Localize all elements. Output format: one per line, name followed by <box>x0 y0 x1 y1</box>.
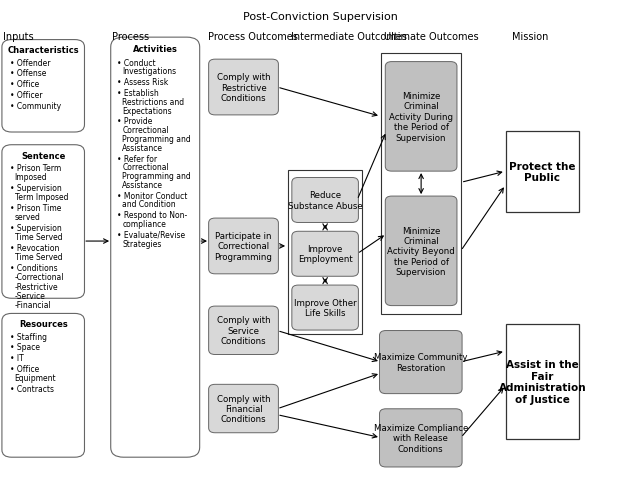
Text: Expectations: Expectations <box>122 106 172 115</box>
Text: -Restrictive: -Restrictive <box>15 282 58 291</box>
Text: • IT: • IT <box>10 353 23 362</box>
FancyBboxPatch shape <box>2 145 84 299</box>
Bar <box>288 171 362 334</box>
Text: Equipment: Equipment <box>15 373 56 382</box>
FancyBboxPatch shape <box>111 38 200 457</box>
Text: • Revocation: • Revocation <box>10 244 59 252</box>
Text: Improve Other
Life Skills: Improve Other Life Skills <box>294 298 356 318</box>
Text: -Financial: -Financial <box>15 301 51 309</box>
Text: Strategies: Strategies <box>122 239 162 248</box>
Text: Activities: Activities <box>132 45 178 54</box>
Text: -Correctional: -Correctional <box>15 273 64 282</box>
Text: Programming and: Programming and <box>122 172 191 181</box>
FancyBboxPatch shape <box>2 314 84 457</box>
Text: Investigations: Investigations <box>122 67 177 76</box>
Text: Comply with
Restrictive
Conditions: Comply with Restrictive Conditions <box>217 73 270 102</box>
Text: • Assess Risk: • Assess Risk <box>117 78 168 87</box>
Text: • Prison Term: • Prison Term <box>10 163 61 172</box>
Text: • Refer for: • Refer for <box>117 154 157 163</box>
Text: Process Outcomes: Process Outcomes <box>208 32 298 41</box>
Text: • Provide: • Provide <box>117 117 152 126</box>
Text: Correctional: Correctional <box>122 163 169 172</box>
Text: Reduce
Substance Abuse: Reduce Substance Abuse <box>288 191 362 210</box>
FancyBboxPatch shape <box>209 385 278 433</box>
FancyBboxPatch shape <box>209 306 278 355</box>
Text: served: served <box>15 213 40 222</box>
Text: • Officer: • Officer <box>10 91 42 100</box>
Text: Comply with
Financial
Conditions: Comply with Financial Conditions <box>217 394 270 424</box>
Text: Imposed: Imposed <box>15 173 47 182</box>
FancyBboxPatch shape <box>292 232 358 277</box>
Text: Time Served: Time Served <box>15 253 62 262</box>
Text: • Conditions: • Conditions <box>10 264 57 272</box>
FancyBboxPatch shape <box>385 197 457 306</box>
Text: Time Served: Time Served <box>15 233 62 242</box>
FancyBboxPatch shape <box>385 62 457 172</box>
Text: • Offense: • Offense <box>10 69 46 78</box>
Text: Maximize Compliance
with Release
Conditions: Maximize Compliance with Release Conditi… <box>374 423 468 453</box>
Bar <box>506 325 579 439</box>
Text: • Staffing: • Staffing <box>10 332 47 341</box>
Text: Assistance: Assistance <box>122 181 163 189</box>
Text: Maximize Community
Restoration: Maximize Community Restoration <box>374 353 468 372</box>
Text: Intermediate Outcomes: Intermediate Outcomes <box>291 32 407 41</box>
Text: • Supervision: • Supervision <box>10 183 61 192</box>
FancyBboxPatch shape <box>380 409 462 467</box>
Text: Programming and: Programming and <box>122 135 191 143</box>
Text: Characteristics: Characteristics <box>8 46 79 55</box>
FancyBboxPatch shape <box>292 285 358 330</box>
Text: Term Imposed: Term Imposed <box>15 193 68 202</box>
Bar <box>506 132 579 212</box>
Text: Improve
Employment: Improve Employment <box>298 244 353 264</box>
Text: Inputs: Inputs <box>3 32 34 41</box>
Text: Minimize
Criminal
Activity During
the Period of
Supervision: Minimize Criminal Activity During the Pe… <box>389 92 453 142</box>
Text: Assist in the
Fair
Administration
of Justice: Assist in the Fair Administration of Jus… <box>499 360 586 404</box>
Text: compliance: compliance <box>122 220 166 228</box>
Text: Correctional: Correctional <box>122 126 169 135</box>
Text: • Office: • Office <box>10 80 39 89</box>
Text: Participate in
Correctional
Programming: Participate in Correctional Programming <box>214 232 273 261</box>
Text: • Offender: • Offender <box>10 59 50 67</box>
Text: • Establish: • Establish <box>117 89 159 98</box>
Text: • Conduct: • Conduct <box>117 59 156 67</box>
Bar <box>381 54 461 315</box>
Text: • Office: • Office <box>10 364 39 373</box>
Text: • Supervision: • Supervision <box>10 224 61 232</box>
Text: • Space: • Space <box>10 343 40 351</box>
Text: • Community: • Community <box>10 102 61 110</box>
Text: • Monitor Conduct: • Monitor Conduct <box>117 191 188 200</box>
Text: Process: Process <box>112 32 149 41</box>
Text: • Respond to Non-: • Respond to Non- <box>117 211 188 220</box>
Text: Assistance: Assistance <box>122 143 163 152</box>
FancyBboxPatch shape <box>209 60 278 116</box>
Text: Comply with
Service
Conditions: Comply with Service Conditions <box>217 316 270 346</box>
Text: and Condition: and Condition <box>122 200 176 209</box>
Text: • Prison Time: • Prison Time <box>10 203 61 212</box>
Text: Sentence: Sentence <box>21 151 65 160</box>
FancyBboxPatch shape <box>380 331 462 394</box>
Text: • Contracts: • Contracts <box>10 384 54 393</box>
Text: Restrictions and: Restrictions and <box>122 98 184 106</box>
FancyBboxPatch shape <box>2 41 84 133</box>
Text: Ultimate Outcomes: Ultimate Outcomes <box>384 32 479 41</box>
Text: Resources: Resources <box>19 320 68 328</box>
Text: -Service: -Service <box>15 291 45 300</box>
Text: Protect the
Public: Protect the Public <box>509 161 575 183</box>
Text: Minimize
Criminal
Activity Beyond
the Period of
Supervision: Minimize Criminal Activity Beyond the Pe… <box>387 226 455 277</box>
FancyBboxPatch shape <box>292 178 358 223</box>
Text: • Evaluate/Revise: • Evaluate/Revise <box>117 230 185 239</box>
Text: Mission: Mission <box>512 32 548 41</box>
Text: Post-Conviction Supervision: Post-Conviction Supervision <box>243 12 397 22</box>
FancyBboxPatch shape <box>209 219 278 274</box>
